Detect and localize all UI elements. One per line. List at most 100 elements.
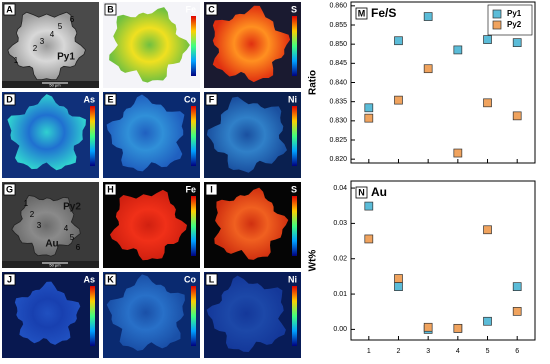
- legend-swatch: [492, 20, 502, 30]
- point: [483, 316, 492, 326]
- scale-label: 50 μm: [49, 83, 61, 88]
- panel-letter-box: [205, 183, 218, 196]
- y-tick-label: 0.830: [329, 118, 347, 125]
- y-tick-label: 0.01: [333, 291, 347, 298]
- y-axis-label: Wt%: [308, 250, 319, 272]
- image-panel: Fe H: [103, 182, 200, 268]
- panel-letter: C: [208, 4, 215, 14]
- color-scale: [90, 106, 95, 166]
- legend-label: Py2: [507, 20, 522, 29]
- color-scale: [292, 196, 297, 256]
- image-panel: Ni F: [204, 92, 301, 178]
- panel-letter: F: [209, 94, 215, 104]
- image-panel: As J: [2, 272, 99, 358]
- point: [512, 282, 522, 291]
- point: [512, 38, 522, 47]
- panel-letter-box: [205, 93, 218, 106]
- color-scale: [191, 196, 196, 256]
- color-scale: [191, 106, 196, 166]
- grain: [109, 7, 190, 83]
- panel-letter: H: [107, 184, 114, 194]
- element-label: Fe: [185, 4, 196, 14]
- panel-letter-box: [104, 183, 117, 196]
- panel-letter-box: [355, 186, 368, 199]
- panel-letter: A: [6, 4, 13, 14]
- color-scale: [292, 286, 297, 346]
- annotation: Au: [45, 239, 58, 250]
- point: [364, 234, 374, 244]
- panel-letter-box: [355, 7, 368, 20]
- grain: [14, 281, 81, 345]
- y-tick-label: 0.04: [333, 185, 347, 192]
- x-tick-label: 4: [456, 348, 460, 355]
- panel-letter: N: [358, 187, 365, 197]
- image-panel: Co K: [103, 272, 200, 358]
- panel-letter: G: [6, 184, 13, 194]
- y-tick-label: 0.03: [333, 220, 347, 227]
- y-axis-label: Ratio: [308, 70, 319, 95]
- annotation: 4: [64, 224, 69, 233]
- legend-label: Py1: [507, 9, 522, 18]
- annotation: 1: [14, 56, 19, 65]
- y-tick-label: 0.860: [329, 3, 347, 10]
- point: [423, 322, 433, 332]
- grain: [110, 189, 187, 261]
- image-panel: As D: [2, 92, 99, 178]
- grain: [106, 94, 185, 172]
- point: [453, 148, 463, 158]
- element-label: As: [83, 274, 95, 284]
- point: [453, 45, 463, 55]
- point: [512, 307, 522, 316]
- legend-swatch: [492, 9, 502, 19]
- panel-letter: I: [210, 184, 213, 194]
- color-scale: [191, 16, 196, 76]
- panel-letter-box: [104, 3, 117, 16]
- scale-bar-strip: [2, 81, 99, 88]
- grain: [212, 5, 291, 83]
- image-panel: SC: [204, 2, 301, 88]
- y-tick-label: 0.00: [333, 326, 347, 333]
- panel-letter-box: [205, 273, 218, 286]
- image-panel: Fe B: [103, 2, 200, 88]
- panel-letter-box: [104, 93, 117, 106]
- annotation: 4: [50, 30, 55, 39]
- grain: [7, 94, 86, 171]
- y-tick-label: 0.840: [329, 79, 347, 86]
- panel-letter-box: [3, 93, 16, 106]
- panel-letter: M: [358, 8, 366, 18]
- point: [483, 35, 492, 44]
- element-label: Co: [184, 94, 196, 104]
- panel-letter: E: [107, 94, 113, 104]
- image-panel: G 123 456 Py2 Au 50 μm: [2, 182, 99, 268]
- x-tick-label: 2: [397, 348, 401, 355]
- panel-letter: D: [6, 94, 13, 104]
- y-tick-label: 0.835: [329, 99, 347, 106]
- y-tick-label: 0.850: [329, 41, 347, 48]
- color-scale: [191, 286, 196, 346]
- panel-letter-box: [205, 3, 218, 16]
- annotation: 3: [37, 221, 42, 230]
- annotation: 2: [30, 210, 35, 219]
- point: [483, 225, 492, 235]
- annotation: 6: [70, 15, 75, 24]
- color-scale: [292, 106, 297, 166]
- point: [423, 64, 433, 74]
- y-tick-label: 0.825: [329, 137, 347, 144]
- annotation: Py2: [63, 202, 81, 213]
- panel-letter-box: [3, 273, 16, 286]
- element-label: Co: [184, 274, 196, 284]
- y-tick-label: 0.855: [329, 22, 347, 29]
- color-scale: [292, 16, 297, 76]
- panel-letter-box: [104, 273, 117, 286]
- point: [364, 113, 374, 123]
- y-tick-label: 0.845: [329, 60, 347, 67]
- element-label: S: [291, 184, 297, 194]
- grain: [106, 274, 185, 351]
- panel-letter-box: [3, 183, 16, 196]
- point: [364, 103, 374, 113]
- element-label: S: [291, 4, 297, 14]
- annotation: 2: [33, 44, 38, 53]
- grain: [206, 96, 287, 173]
- annotation: 5: [70, 233, 75, 242]
